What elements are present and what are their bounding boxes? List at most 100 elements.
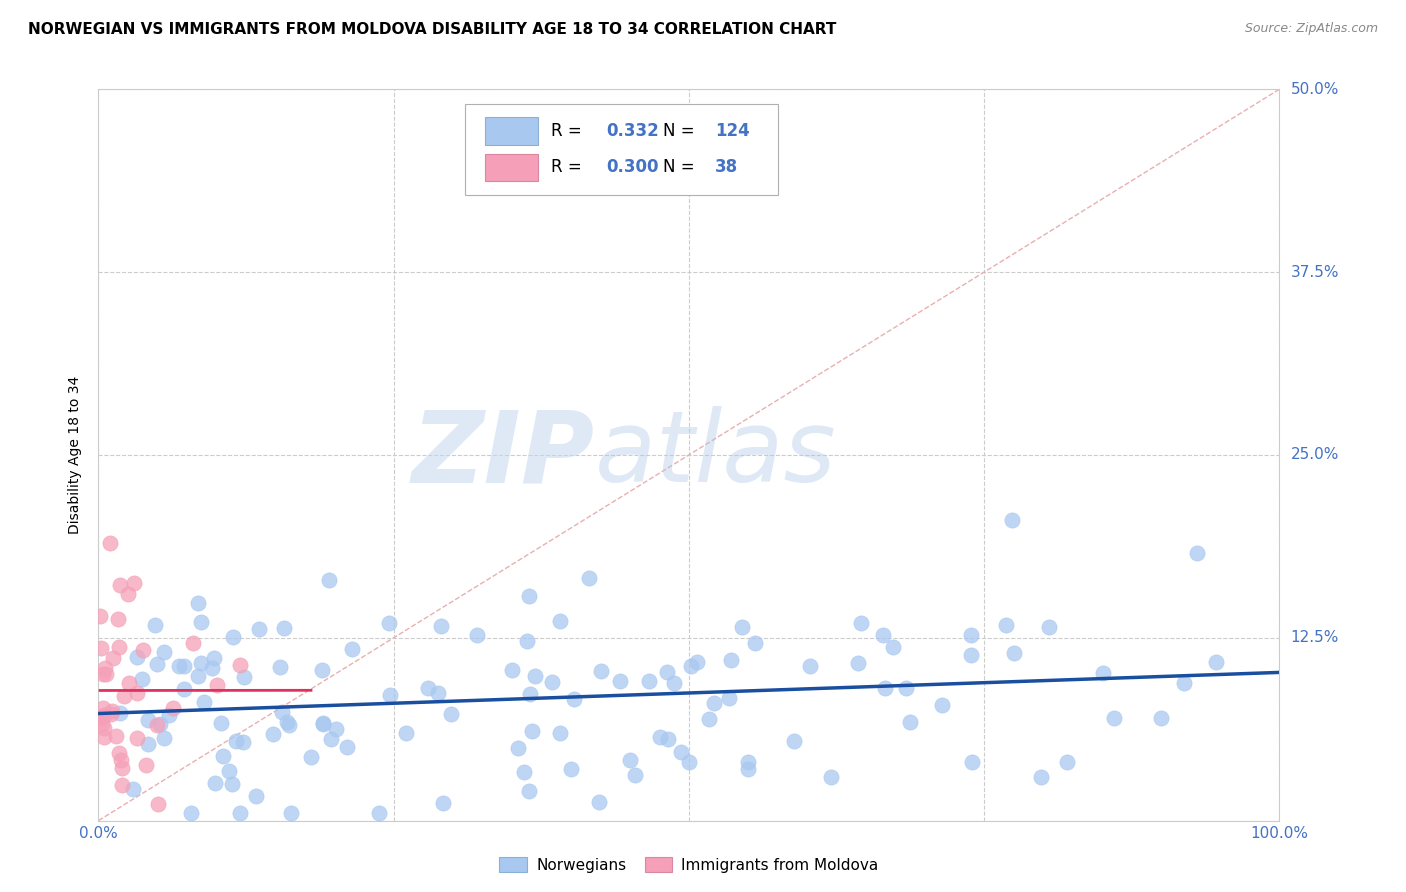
Point <box>508 741 530 756</box>
Point <box>221 777 243 791</box>
Point <box>212 749 235 764</box>
Point <box>548 615 571 629</box>
Point <box>522 723 544 738</box>
Point <box>138 713 160 727</box>
Text: 0.332: 0.332 <box>606 122 659 140</box>
Point <box>737 755 759 769</box>
Point <box>312 716 335 731</box>
Point <box>91 666 114 681</box>
Point <box>312 717 335 731</box>
Point <box>519 687 541 701</box>
Point <box>117 587 139 601</box>
Point <box>202 650 225 665</box>
Point <box>90 710 112 724</box>
Point <box>93 708 115 723</box>
Point <box>280 806 302 821</box>
Point <box>548 726 571 740</box>
Point <box>578 571 600 585</box>
Point <box>209 716 232 731</box>
FancyBboxPatch shape <box>464 103 778 195</box>
Point <box>110 754 132 768</box>
Point <box>395 726 418 740</box>
Point <box>247 622 270 636</box>
Point <box>245 789 267 803</box>
Point <box>190 615 212 630</box>
Point <box>1102 711 1125 725</box>
Point <box>686 655 709 669</box>
Point <box>201 661 224 675</box>
Point <box>110 778 132 792</box>
Point <box>697 711 720 725</box>
Point <box>127 731 149 746</box>
Point <box>136 737 159 751</box>
Point <box>513 764 536 779</box>
Point <box>90 640 112 655</box>
Point <box>873 681 896 695</box>
Text: ZIP: ZIP <box>412 407 595 503</box>
Point <box>127 650 149 665</box>
Point <box>1002 646 1025 660</box>
Point <box>112 690 135 704</box>
Point <box>193 695 215 709</box>
Point <box>669 745 692 759</box>
Point <box>588 795 610 809</box>
Text: 38: 38 <box>714 159 738 177</box>
Point <box>560 763 582 777</box>
Point <box>325 722 347 736</box>
Point <box>93 731 115 745</box>
Point <box>678 755 700 769</box>
Text: R =: R = <box>551 122 586 140</box>
Point <box>591 665 613 679</box>
Point <box>336 739 359 754</box>
Point <box>657 731 679 746</box>
Point <box>135 758 157 772</box>
Point <box>146 718 169 732</box>
Point <box>516 633 538 648</box>
Point <box>541 675 564 690</box>
Point <box>311 663 333 677</box>
Point <box>340 642 363 657</box>
Point <box>962 755 984 769</box>
Point <box>132 643 155 657</box>
Point <box>731 620 754 634</box>
Point <box>799 659 821 673</box>
FancyBboxPatch shape <box>485 153 537 181</box>
Point <box>517 589 540 603</box>
Point <box>1205 655 1227 669</box>
Point <box>378 616 401 631</box>
Point <box>173 659 195 673</box>
Point <box>1038 620 1060 634</box>
Point <box>93 701 115 715</box>
Point <box>187 669 209 683</box>
Point <box>318 573 340 587</box>
Point <box>105 729 128 743</box>
Point <box>204 776 226 790</box>
Point <box>90 716 112 731</box>
Point <box>111 761 134 775</box>
Point <box>162 701 184 715</box>
Point <box>1150 711 1173 725</box>
Point <box>662 675 685 690</box>
Point <box>619 753 641 767</box>
Point <box>269 659 291 673</box>
Point <box>655 665 678 679</box>
Point <box>609 673 631 688</box>
Text: R =: R = <box>551 159 586 177</box>
Text: Source: ZipAtlas.com: Source: ZipAtlas.com <box>1244 22 1378 36</box>
Text: 37.5%: 37.5% <box>1291 265 1339 279</box>
Point <box>149 717 172 731</box>
Point <box>98 535 121 549</box>
Point <box>703 696 725 710</box>
Point <box>157 708 180 723</box>
Point <box>368 806 391 821</box>
Point <box>898 715 921 730</box>
Point <box>107 640 129 654</box>
Point <box>1031 770 1053 784</box>
Point <box>959 648 981 662</box>
Point <box>894 681 917 696</box>
Point <box>432 797 454 811</box>
Point <box>229 806 252 821</box>
Point <box>427 686 450 700</box>
Point <box>125 686 148 700</box>
Point <box>173 681 195 696</box>
